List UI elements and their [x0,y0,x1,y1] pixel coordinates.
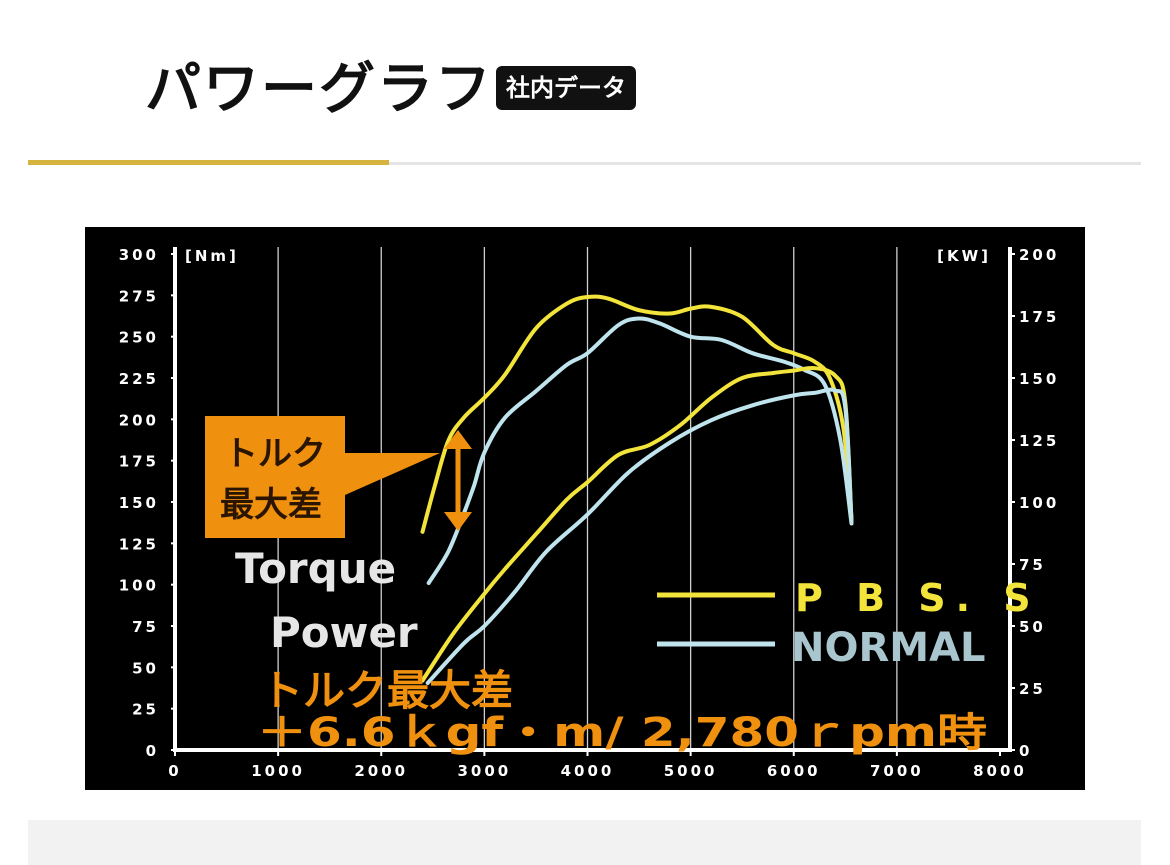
left-y-tick-label: 125 [119,535,159,553]
normal-torque-curve [426,316,854,585]
power-label: Power [270,608,418,657]
x-tick-label: 4000 [561,762,615,780]
power-graph-canvas: 0255075100125150175200225250275300025507… [119,246,1059,780]
x-tick-label: 7000 [870,762,924,780]
title-divider-accent [28,160,389,165]
right-y-tick-label: 75 [1019,556,1046,574]
legend-normal-label: NORMAL [791,625,986,671]
left-y-tick-label: 150 [119,494,159,512]
left-y-tick-label: 275 [119,287,159,305]
pbss-torque-curve [420,294,854,534]
x-tick-label: 0 [168,762,181,780]
page-title: パワーグラフ [145,57,493,122]
torque-callout-line2: 最大差 [220,485,322,525]
torque-callout-line1: トルク [224,434,326,474]
torque-label: Torque [235,544,396,593]
torque-summary-line2: ＋6.6ｋgf・m/ 2,780ｒpm時 [257,710,987,756]
x-tick-label: 5000 [664,762,718,780]
x-tick-label: 2000 [354,762,408,780]
right-y-tick-label: 125 [1019,432,1059,450]
left-y-tick-label: 250 [119,329,159,347]
right-y-tick-label: 25 [1019,680,1046,698]
normal-power-curve [425,387,854,685]
power-graph: 0 25 50 75 100 125 150 175 200 225 250 275 300 0 25 50 7… [85,227,1085,790]
left-y-tick-label: 25 [132,701,159,719]
right-y-tick-label: 100 [1019,494,1059,512]
right-y-tick-label: 200 [1019,246,1059,264]
left-axis-unit: [Nm] [185,247,239,265]
legend-pbss-label: P B S. S [795,576,1041,620]
torque-callout-box [205,416,440,538]
torque-difference-arrow [444,430,472,531]
left-y-tick-label: 100 [119,577,159,595]
pbss-power-curve [420,365,854,683]
right-y-tick-label: 150 [1019,370,1059,388]
x-tick-label: 3000 [458,762,512,780]
left-y-tick-label: 175 [119,453,159,471]
left-y-tick-label: 75 [132,618,159,636]
x-tick-label: 1000 [251,762,305,780]
title-divider [28,162,1141,165]
left-y-tick-label: 0 [146,742,159,760]
right-y-tick-label: 50 [1019,618,1046,636]
torque-summary-line1: トルク最大差 [261,666,513,715]
left-y-tick-label: 225 [119,370,159,388]
x-tick-label: 6000 [767,762,821,780]
right-axis-unit: [KW] [937,247,991,265]
right-y-tick-label: 0 [1019,742,1032,760]
left-y-tick-label: 200 [119,411,159,429]
next-section-panel [28,820,1141,865]
left-y-tick-label: 50 [132,659,159,677]
data-source-badge: 社内データ [496,66,636,110]
x-tick-label: 8000 [973,762,1027,780]
right-y-tick-label: 175 [1019,308,1059,326]
left-y-tick-label: 300 [119,246,159,264]
